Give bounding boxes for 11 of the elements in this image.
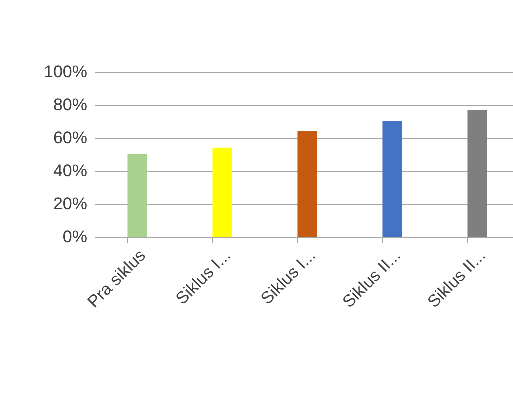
y-tick-label: 60% xyxy=(53,128,88,148)
y-tick-label: 0% xyxy=(62,228,88,246)
y-tick-label: 20% xyxy=(53,194,88,214)
y-tick-label: 80% xyxy=(53,96,88,114)
bar xyxy=(468,110,488,237)
bar xyxy=(128,154,148,237)
bar xyxy=(382,122,402,237)
y-tick-label: 100% xyxy=(44,62,88,82)
bar xyxy=(212,148,232,237)
bar xyxy=(298,131,318,237)
y-tick-label: 40% xyxy=(53,162,88,180)
